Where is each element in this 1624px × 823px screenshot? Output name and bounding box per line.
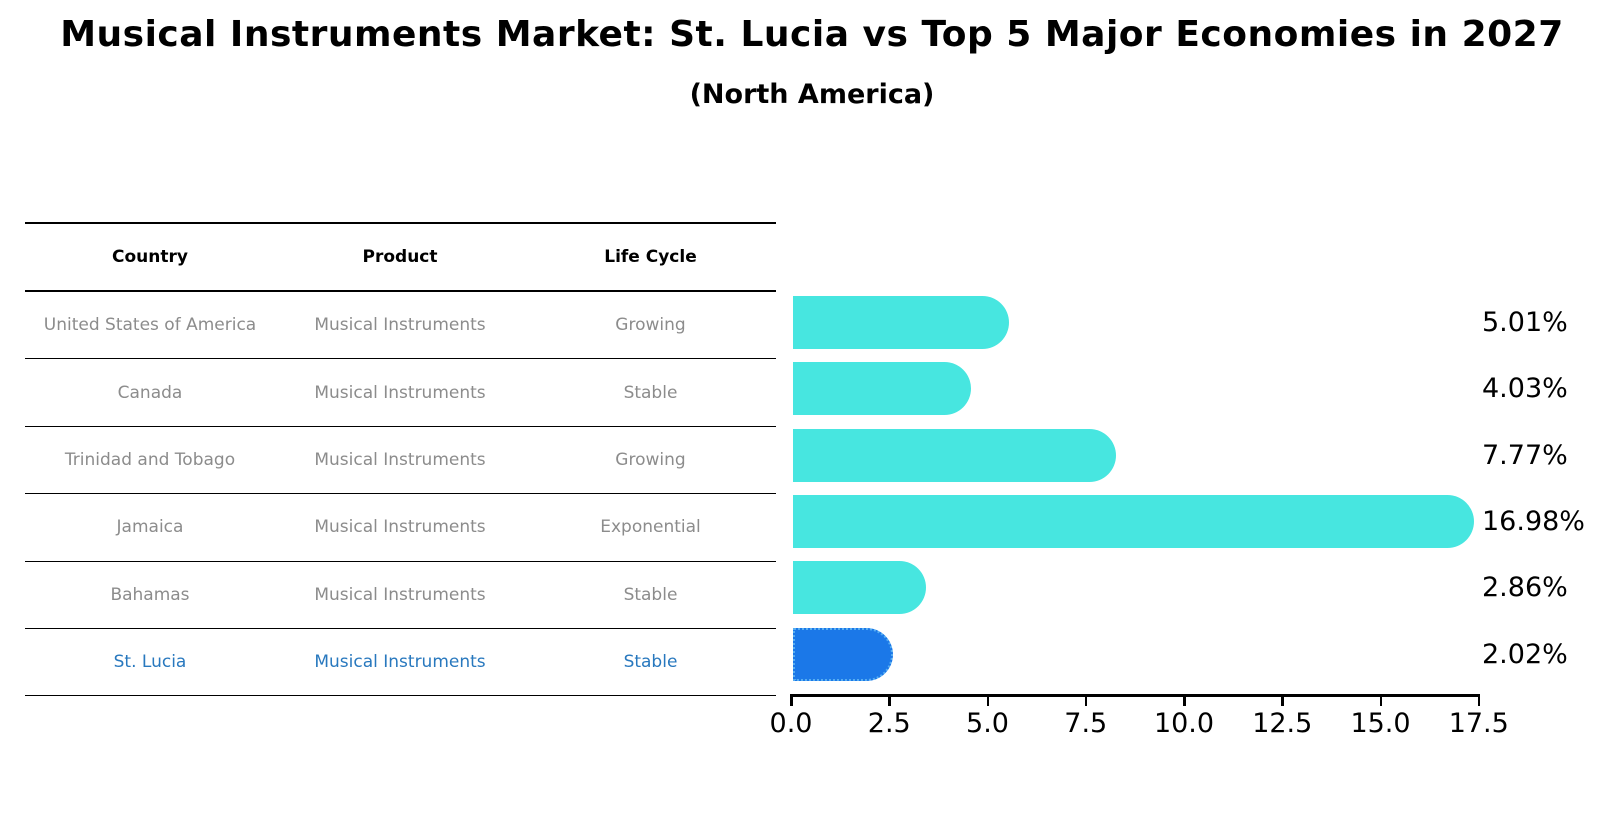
life-cycle-cell: Stable — [623, 584, 678, 605]
life-cycle-cell: Growing — [615, 315, 686, 336]
x-axis-tick-label: 12.5 — [1252, 708, 1313, 739]
x-axis-tick-label: 0.0 — [769, 708, 813, 739]
x-axis-tick-label: 2.5 — [867, 708, 911, 739]
x-axis-tick — [1183, 694, 1186, 706]
x-axis-line — [790, 694, 1478, 697]
x-axis-tick-label: 17.5 — [1448, 708, 1509, 739]
bar-canada — [793, 362, 972, 416]
table-row: United States of America Musical Instrume… — [25, 292, 776, 360]
bar-jamaica — [793, 494, 1474, 548]
table-header-row: Country Product Life Cycle — [25, 224, 776, 292]
product-cell: Musical Instruments — [314, 652, 486, 673]
product-cell: Musical Instruments — [314, 584, 486, 605]
bar-bahamas — [793, 561, 926, 615]
product-cell: Musical Instruments — [314, 517, 486, 538]
table-row: Bahamas Musical Instruments Stable — [25, 562, 776, 629]
product-cell: Musical Instruments — [314, 449, 486, 470]
bar-united-states-of-america — [793, 295, 1010, 349]
chart-subtitle: (North America) — [689, 79, 935, 110]
table-row: Jamaica Musical Instruments Exponential — [25, 494, 776, 562]
life-cycle-cell: Stable — [623, 652, 678, 673]
product-cell: Musical Instruments — [314, 382, 486, 403]
value-label: 2.86% — [1482, 572, 1568, 604]
bar-trinidad-and-tobago — [793, 428, 1117, 482]
life-cycle-cell: Growing — [615, 449, 686, 470]
value-label: 5.01% — [1482, 306, 1568, 338]
x-axis-tick — [1379, 694, 1382, 706]
x-axis-tick-label: 15.0 — [1350, 708, 1411, 739]
table-row: Trinidad and Tobago Musical Instruments Gr… — [25, 427, 776, 495]
x-axis-tick-label: 5.0 — [966, 708, 1009, 739]
country-cell: Canada — [117, 382, 183, 403]
x-axis-tick — [1477, 694, 1481, 706]
value-label: 16.98% — [1482, 505, 1585, 537]
country-cell: Bahamas — [110, 584, 190, 605]
x-axis-tick — [1281, 694, 1284, 706]
x-axis-tick-label: 10.0 — [1153, 708, 1215, 739]
x-axis-tick — [986, 694, 989, 706]
country-data-table: Country Product Life Cycle United States o… — [25, 222, 776, 697]
table-row: Canada Musical Instruments Stable — [25, 359, 776, 427]
x-axis-tick-label: 7.5 — [1064, 708, 1108, 739]
column-header-product: Product — [362, 247, 438, 267]
country-cell: Trinidad and Tobago — [64, 449, 236, 470]
value-label: 2.02% — [1482, 638, 1568, 670]
x-axis-tick — [790, 694, 793, 706]
life-cycle-cell: Stable — [623, 382, 678, 403]
chart-title: Musical Instruments Market: St. Lucia vs… — [60, 14, 1564, 55]
value-label: 4.03% — [1482, 373, 1568, 405]
country-cell: St. Lucia — [113, 652, 187, 673]
column-header-country: Country — [112, 247, 188, 267]
bar-highlight-st-lucia — [793, 627, 894, 681]
x-axis-tick — [888, 694, 891, 706]
table-body: United States of America Musical Instrume… — [25, 292, 776, 697]
country-cell: United States of America — [43, 315, 257, 336]
country-cell: Jamaica — [116, 517, 184, 538]
product-cell: Musical Instruments — [314, 315, 486, 336]
x-axis-tick — [1084, 694, 1088, 706]
column-header-life-cycle: Life Cycle — [604, 247, 697, 267]
table-row: St. Lucia Musical Instruments Stable — [25, 629, 776, 697]
life-cycle-cell: Exponential — [600, 517, 701, 538]
value-label: 7.77% — [1482, 439, 1568, 471]
